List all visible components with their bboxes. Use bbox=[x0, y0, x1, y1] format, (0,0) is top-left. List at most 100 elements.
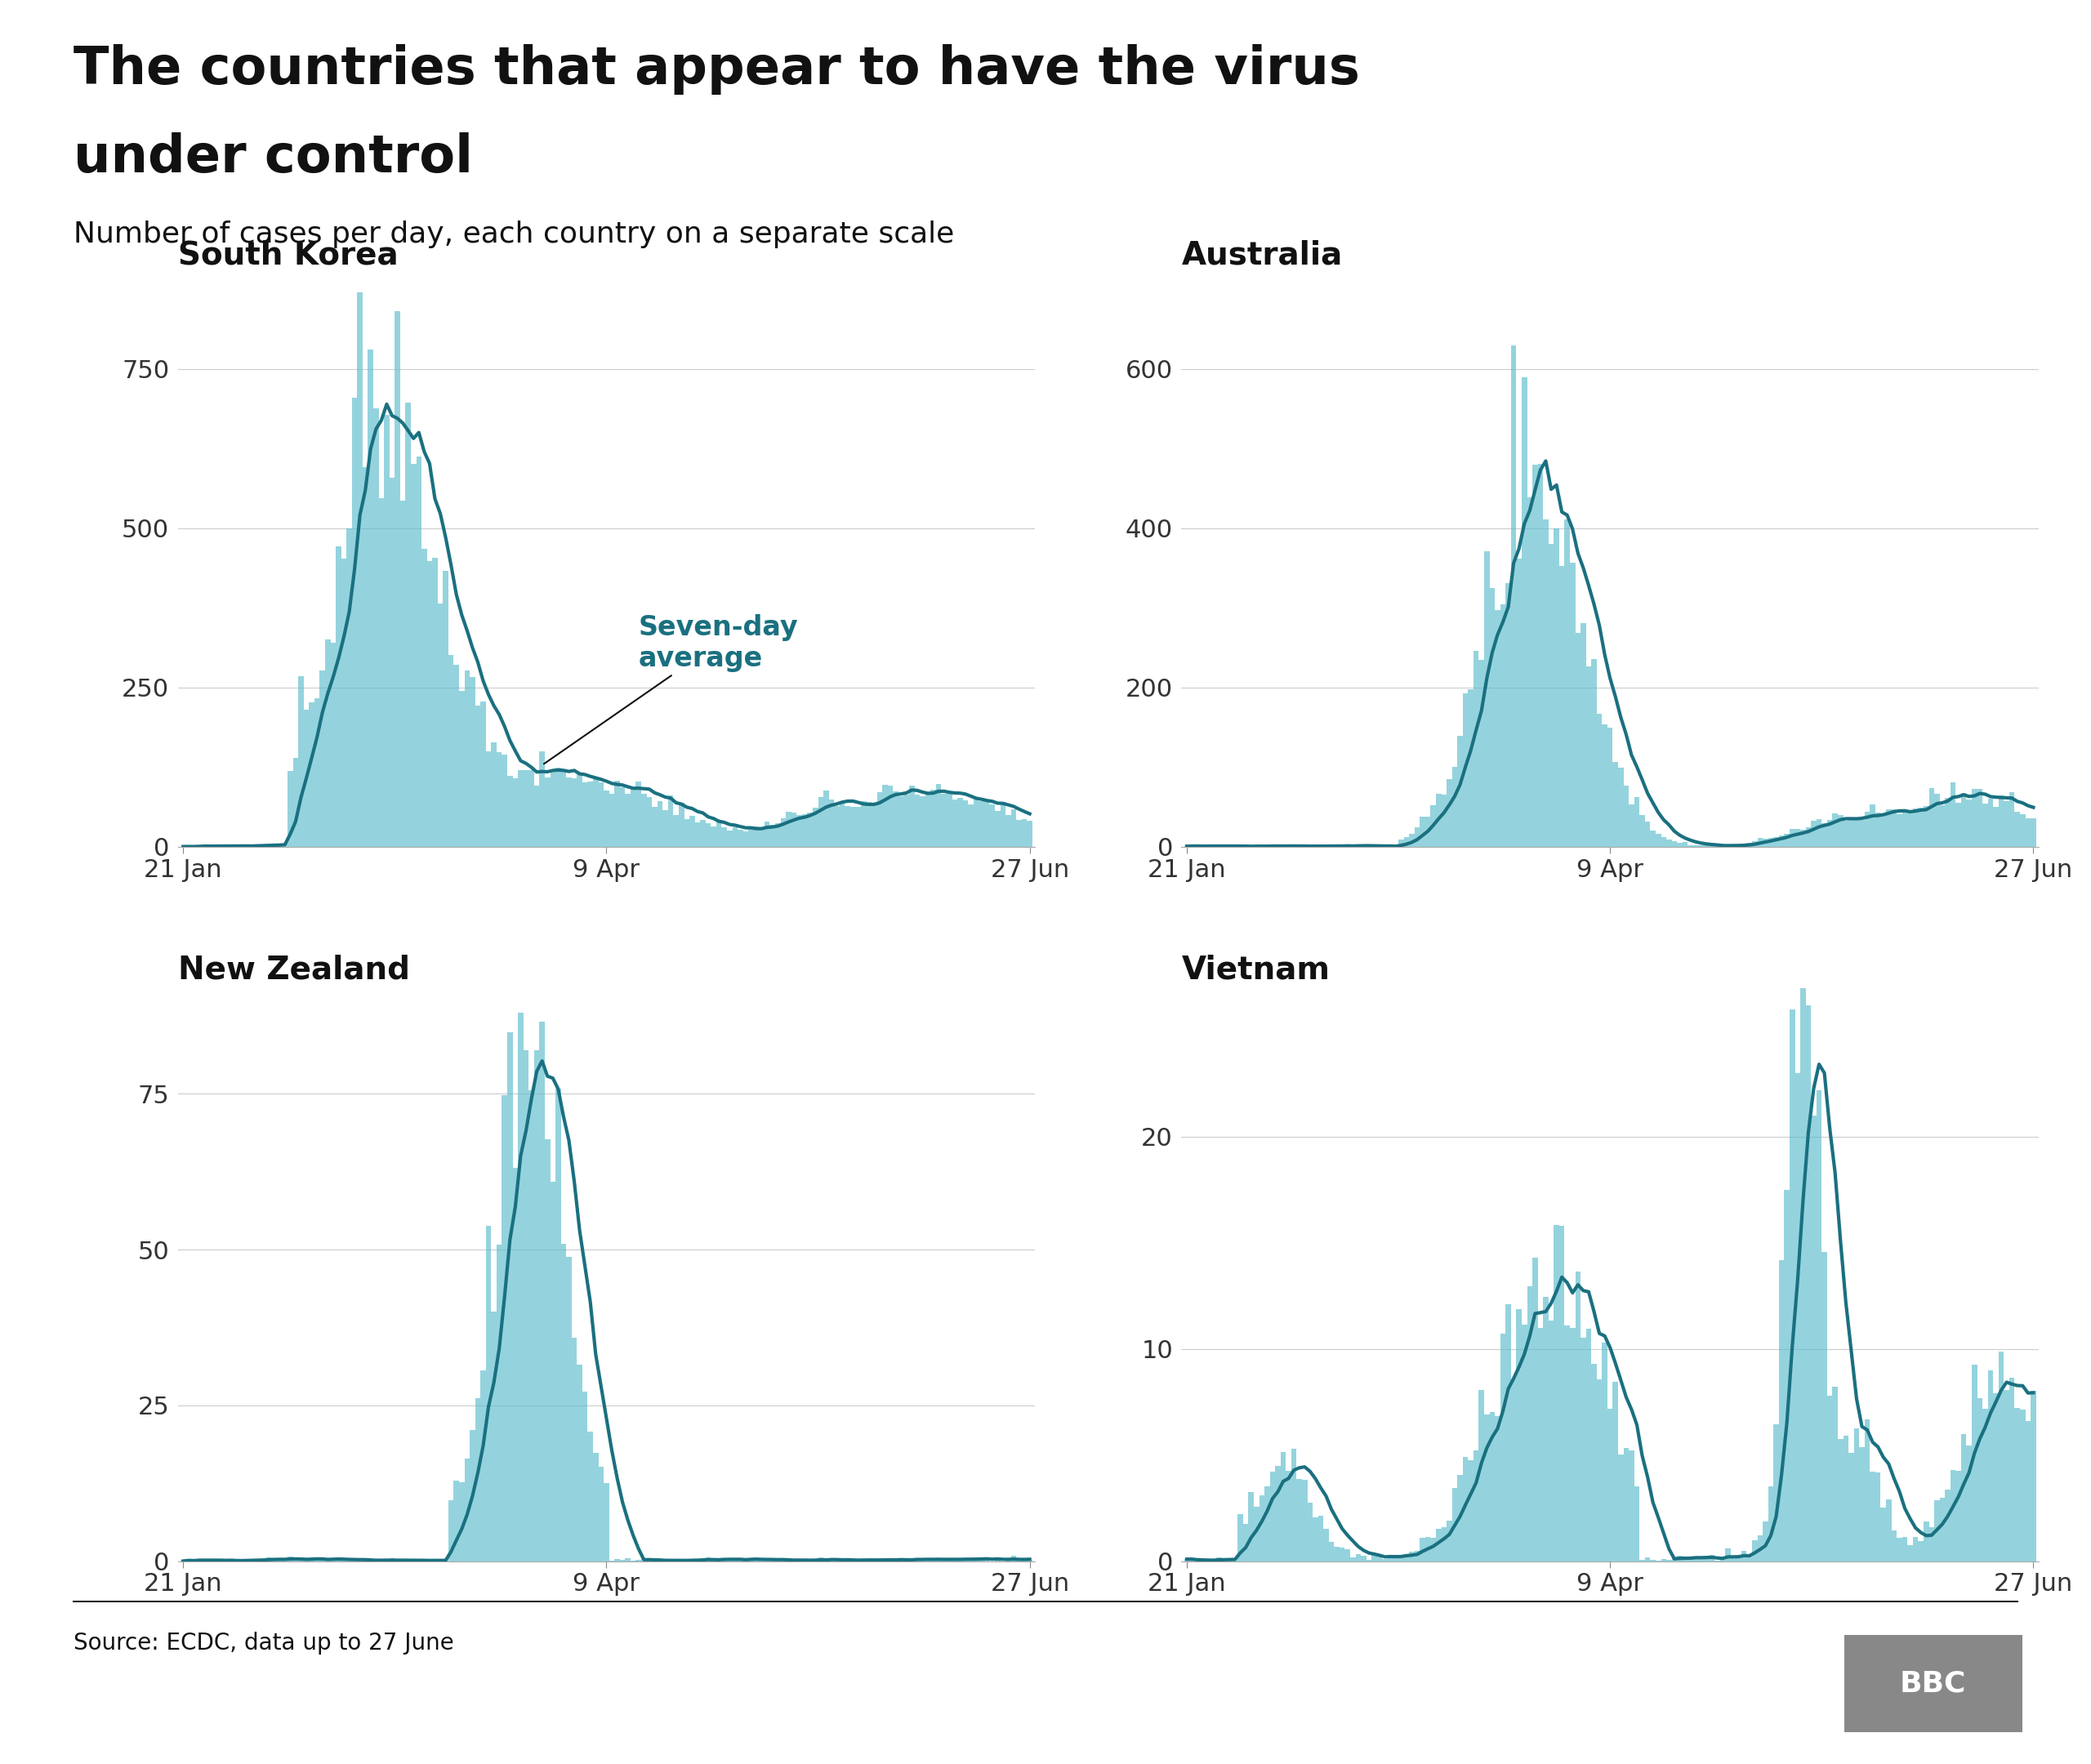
Bar bbox=[1708, 1554, 1715, 1561]
Bar bbox=[1752, 1540, 1756, 1561]
Bar bbox=[1190, 1559, 1194, 1561]
Bar bbox=[1426, 1536, 1430, 1561]
Bar bbox=[395, 310, 399, 847]
Bar bbox=[1828, 1395, 1832, 1561]
Bar bbox=[876, 792, 882, 847]
Bar bbox=[1399, 840, 1403, 847]
Bar bbox=[1560, 566, 1564, 847]
Bar bbox=[481, 702, 485, 847]
Bar bbox=[293, 759, 299, 847]
Bar bbox=[1495, 610, 1499, 847]
Bar bbox=[1966, 799, 1972, 847]
Bar bbox=[1269, 1471, 1276, 1561]
Bar bbox=[700, 1559, 705, 1561]
Bar bbox=[646, 797, 652, 847]
Bar bbox=[485, 1226, 491, 1561]
Text: Number of cases per day, each country on a separate scale: Number of cases per day, each country on… bbox=[73, 220, 953, 249]
Bar bbox=[443, 570, 447, 847]
Bar bbox=[1478, 1390, 1485, 1561]
Bar bbox=[1307, 1503, 1313, 1561]
Bar bbox=[985, 1558, 989, 1561]
Bar bbox=[1570, 563, 1575, 847]
Bar bbox=[910, 785, 914, 847]
Bar bbox=[1828, 820, 1832, 847]
Bar bbox=[937, 783, 941, 847]
Bar bbox=[560, 773, 567, 847]
Bar bbox=[1485, 550, 1489, 847]
Bar bbox=[1656, 834, 1660, 847]
Bar bbox=[1351, 1558, 1355, 1561]
Bar bbox=[769, 826, 776, 847]
Bar bbox=[1506, 1305, 1512, 1561]
Text: under control: under control bbox=[73, 132, 473, 183]
Bar bbox=[529, 769, 533, 847]
Bar bbox=[979, 801, 985, 847]
Bar bbox=[1978, 1397, 1982, 1561]
Bar bbox=[749, 1558, 753, 1561]
Bar bbox=[1474, 651, 1478, 847]
Bar bbox=[464, 1459, 470, 1561]
Bar bbox=[851, 806, 855, 847]
Bar bbox=[1489, 589, 1495, 847]
Bar bbox=[924, 1559, 930, 1561]
Bar bbox=[1591, 1364, 1598, 1561]
Bar bbox=[496, 1245, 502, 1561]
Bar bbox=[1629, 804, 1635, 847]
Bar bbox=[914, 796, 920, 847]
Bar bbox=[1865, 811, 1869, 847]
Bar bbox=[1989, 1371, 1993, 1561]
Bar bbox=[1989, 799, 1993, 847]
Bar bbox=[1248, 1492, 1255, 1561]
Bar bbox=[577, 1365, 581, 1561]
Bar bbox=[749, 827, 753, 847]
Bar bbox=[1794, 829, 1800, 847]
Bar bbox=[1848, 1454, 1855, 1561]
Bar bbox=[1972, 789, 1978, 847]
Bar bbox=[958, 797, 962, 847]
Bar bbox=[1184, 1559, 1190, 1561]
Bar bbox=[1006, 815, 1010, 847]
Bar bbox=[1602, 725, 1608, 847]
Bar bbox=[1010, 1556, 1016, 1561]
Bar bbox=[1554, 529, 1560, 847]
Bar bbox=[1999, 1351, 2003, 1561]
Bar bbox=[1945, 799, 1951, 847]
Bar bbox=[1800, 967, 1807, 1561]
Bar bbox=[1499, 1334, 1506, 1561]
Bar bbox=[1913, 1536, 1917, 1561]
Bar bbox=[1660, 838, 1667, 847]
Bar bbox=[416, 457, 422, 847]
Bar bbox=[1687, 845, 1694, 847]
Bar bbox=[1221, 1558, 1227, 1561]
Bar bbox=[1516, 559, 1522, 847]
Bar bbox=[460, 691, 464, 847]
Bar bbox=[1296, 1480, 1303, 1561]
Bar bbox=[1746, 1556, 1752, 1561]
Bar bbox=[571, 1339, 577, 1561]
Bar bbox=[2014, 811, 2020, 847]
Bar bbox=[502, 755, 508, 847]
Bar bbox=[631, 789, 636, 847]
Bar bbox=[962, 1558, 968, 1561]
Bar bbox=[491, 1311, 496, 1561]
Text: New Zealand: New Zealand bbox=[178, 954, 410, 986]
Bar bbox=[625, 1558, 631, 1561]
Bar bbox=[1591, 660, 1598, 847]
Bar bbox=[577, 774, 581, 847]
Bar bbox=[1924, 1522, 1928, 1561]
Bar bbox=[1608, 1409, 1612, 1561]
Bar bbox=[1027, 820, 1033, 847]
Bar bbox=[1441, 796, 1447, 847]
Text: BBC: BBC bbox=[1901, 1671, 1966, 1697]
Bar bbox=[508, 1032, 512, 1561]
Bar bbox=[1464, 693, 1468, 847]
Bar bbox=[529, 1090, 533, 1561]
Bar bbox=[410, 464, 416, 847]
Bar bbox=[470, 677, 475, 847]
Bar bbox=[282, 843, 289, 847]
Bar bbox=[1924, 806, 1928, 847]
Bar bbox=[1742, 843, 1746, 847]
Bar bbox=[314, 1558, 320, 1561]
Bar bbox=[1683, 841, 1687, 847]
Bar bbox=[571, 778, 577, 847]
